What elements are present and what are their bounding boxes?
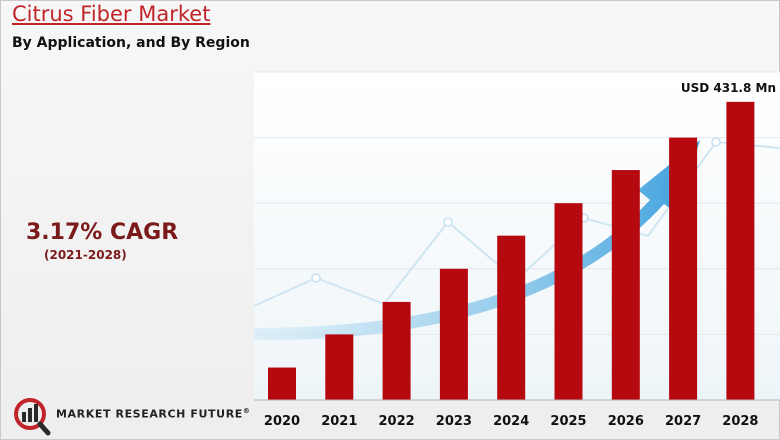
bar-2028 (726, 101, 755, 400)
x-tick-label: 2027 (665, 414, 701, 429)
bar-2023 (439, 268, 468, 400)
bars-layer (268, 101, 755, 400)
bar-2020 (268, 367, 296, 400)
x-tick-label: 2020 (264, 414, 300, 429)
bar-2027 (669, 137, 698, 400)
page-subtitle: By Application, and By Region (12, 35, 250, 51)
x-tick-label: 2022 (379, 414, 415, 429)
logo-icon (14, 398, 51, 436)
cagr-value: 3.17% CAGR (26, 220, 179, 245)
decor-point (443, 217, 453, 227)
bar-2025 (554, 203, 583, 400)
growth-arrow (254, 140, 700, 341)
brand-logo: MARKET RESEARCH FUTURE® (12, 396, 252, 436)
x-tick-label: 2023 (436, 414, 472, 429)
value-annotation: USD 431.8 Mn (681, 81, 776, 95)
x-tick-label: 2025 (550, 414, 586, 429)
x-tick-label: 2024 (493, 414, 529, 429)
x-tick-label: 2021 (321, 414, 357, 429)
bar-2024 (497, 235, 526, 400)
bar-2021 (325, 334, 354, 400)
trademark-symbol: ® (242, 407, 251, 415)
labels-layer: 2020 2021 2022 2023 2024 2025 2026 2027 2028 USD … (264, 81, 776, 429)
decor-point (311, 273, 321, 283)
bar-2026 (611, 170, 640, 400)
cagr-period: (2021-2028) (44, 248, 127, 262)
decor-point (711, 137, 721, 147)
x-tick-label: 2026 (608, 414, 644, 429)
page-title: Citrus Fiber Market (12, 2, 211, 26)
x-tick-label: 2028 (722, 414, 758, 429)
logo-text: MARKET RESEARCH FUTURE® (56, 407, 251, 421)
bar-2022 (382, 301, 411, 400)
